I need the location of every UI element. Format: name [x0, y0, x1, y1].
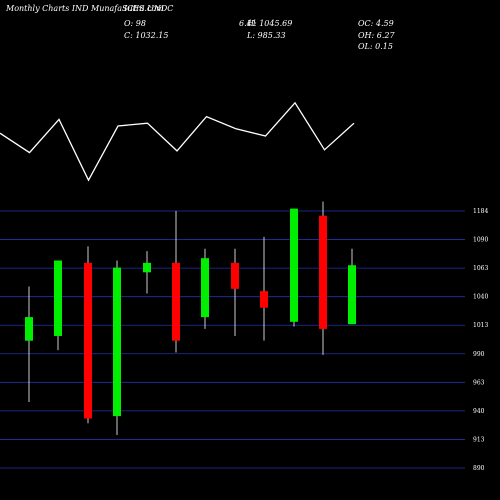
y-tick-label: 890	[473, 465, 485, 472]
candle-body	[348, 265, 356, 325]
candle-body	[172, 262, 180, 341]
oh-label: OH: 6.27	[358, 31, 395, 40]
y-tick-label: 1184	[473, 208, 488, 215]
candle-body	[260, 291, 268, 308]
close-label: C: 1032.15	[124, 31, 169, 40]
oc-label: OC: 4.59	[358, 19, 394, 28]
y-tick-label: 963	[473, 379, 485, 386]
candle-body	[319, 215, 327, 329]
candle-body	[25, 317, 33, 341]
candle-body	[290, 208, 298, 322]
ol-label: OL: 0.15	[358, 42, 393, 51]
low-label: L: 985.33	[247, 31, 286, 40]
candle-body	[201, 258, 209, 318]
y-tick-label: 1063	[473, 265, 488, 272]
line-series	[0, 101, 355, 182]
y-tick-label: 940	[473, 408, 485, 415]
y-tick-label: 913	[473, 436, 485, 443]
y-tick-label: 1040	[473, 294, 488, 301]
y-tick-label: 990	[473, 351, 485, 358]
ohlc-overlap-label: 6.41	[239, 19, 257, 28]
y-tick-label: 1013	[473, 322, 488, 329]
high-label: H: 1045.69	[247, 19, 293, 28]
chart-source-title: Monthly Charts IND MunafaSutra.com	[6, 4, 164, 13]
candle-body	[113, 267, 121, 417]
y-tick-label: 1090	[473, 237, 488, 244]
candle-body	[231, 262, 239, 289]
candle-body	[143, 262, 151, 273]
open-label: O: 98	[124, 19, 146, 28]
candle-body	[54, 260, 62, 336]
chart-symbol: ICES UNDC	[124, 4, 174, 13]
candle-body	[84, 262, 92, 419]
